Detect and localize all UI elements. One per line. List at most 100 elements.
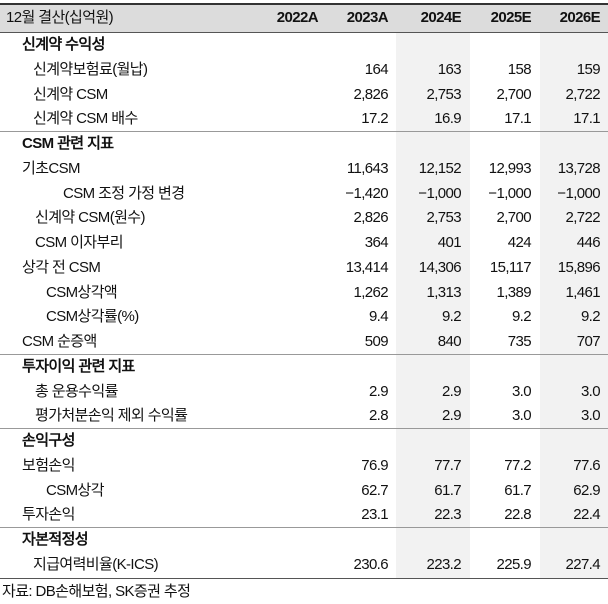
cell-value: 9.2 <box>441 308 462 326</box>
row-label: CSM상각 <box>46 481 105 499</box>
cell-value: 9.2 <box>511 308 532 326</box>
row-label: 투자손익 <box>22 506 75 524</box>
cell-value: 2.9 <box>441 407 462 425</box>
section-rule <box>0 527 608 529</box>
cell-value: 22.3 <box>434 506 461 524</box>
cell-value: 424 <box>507 234 532 252</box>
cell-value: 17.2 <box>361 110 388 128</box>
cell-value: 13,728 <box>557 159 601 177</box>
cell-value: 158 <box>507 60 532 78</box>
cell-value: 401 <box>437 234 462 252</box>
cell-value: 1,389 <box>496 283 531 301</box>
cell-value: 77.2 <box>504 456 531 474</box>
cell-value: 13,414 <box>345 258 389 276</box>
cell-value: 1,313 <box>426 283 461 301</box>
cell-value: −1,000 <box>418 184 461 202</box>
cell-value: 707 <box>576 333 601 351</box>
column-header: 2025E <box>490 9 532 26</box>
cell-value: 3.0 <box>511 407 532 425</box>
section-title: 투자이익 관련 지표 <box>22 357 135 375</box>
cell-value: 2,826 <box>353 85 388 103</box>
top-rule <box>0 3 608 5</box>
cell-value: 3.0 <box>511 382 532 400</box>
cell-value: 364 <box>364 234 389 252</box>
row-label: 신계약보험료(월납) <box>33 60 148 78</box>
row-label: 신계약 CSM <box>33 85 108 103</box>
cell-value: 17.1 <box>504 110 531 128</box>
bottom-rule <box>0 578 608 579</box>
cell-value: 22.8 <box>504 506 531 524</box>
cell-value: −1,420 <box>345 184 388 202</box>
source-note: 자료: DB손해보험, SK증권 추정 <box>2 583 191 600</box>
section-title: CSM 관련 지표 <box>22 135 114 153</box>
cell-value: −1,000 <box>557 184 600 202</box>
cell-value: 2,722 <box>565 85 600 103</box>
cell-value: 225.9 <box>496 555 531 573</box>
row-label: 총 운용수익률 <box>35 382 118 400</box>
cell-value: 22.4 <box>573 506 600 524</box>
column-header: 2022A <box>276 9 319 26</box>
cell-value: 1,262 <box>353 283 388 301</box>
row-label: CSM 이자부리 <box>35 234 124 252</box>
cell-value: 76.9 <box>361 456 388 474</box>
cell-value: 2.8 <box>368 407 389 425</box>
cell-value: 11,643 <box>346 159 389 177</box>
table-title: 12월 결산(십억원) <box>6 9 114 26</box>
cell-value: 163 <box>437 60 462 78</box>
cell-value: 2,722 <box>565 209 600 227</box>
section-rule <box>0 353 608 355</box>
cell-value: 12,993 <box>488 159 532 177</box>
row-label: CSM 순증액 <box>22 333 97 351</box>
cell-value: 77.7 <box>434 456 461 474</box>
cell-value: 227.4 <box>565 555 600 573</box>
row-label: CSM상각률(%) <box>46 308 139 326</box>
cell-value: 840 <box>437 333 462 351</box>
cell-value: 3.0 <box>580 382 601 400</box>
row-label: 평가처분손익 제외 수익률 <box>35 407 188 425</box>
cell-value: 15,117 <box>489 258 532 276</box>
cell-value: 17.1 <box>573 110 600 128</box>
row-label: CSM 조정 가정 변경 <box>63 184 185 202</box>
cell-value: 2,753 <box>426 209 461 227</box>
row-label: 지급여력비율(K-ICS) <box>33 555 159 573</box>
cell-value: 164 <box>364 60 389 78</box>
cell-value: 9.4 <box>368 308 389 326</box>
cell-value: 2,700 <box>496 85 531 103</box>
shade-col <box>396 32 470 578</box>
shade-col <box>540 32 608 578</box>
cell-value: 77.6 <box>573 456 600 474</box>
column-header: 2026E <box>559 9 601 26</box>
header-bg <box>0 4 608 32</box>
cell-value: 15,896 <box>557 258 601 276</box>
header-rule <box>0 32 608 33</box>
cell-value: 2.9 <box>368 382 389 400</box>
cell-value: −1,000 <box>488 184 531 202</box>
cell-value: 509 <box>364 333 389 351</box>
cell-value: 62.7 <box>361 481 388 499</box>
cell-value: 9.2 <box>580 308 601 326</box>
row-label: 보험손익 <box>22 456 75 474</box>
cell-value: 16.9 <box>434 110 461 128</box>
cell-value: 159 <box>576 60 601 78</box>
cell-value: 1,461 <box>565 283 600 301</box>
cell-value: 2.9 <box>441 382 462 400</box>
cell-value: 12,152 <box>418 159 462 177</box>
cell-value: 23.1 <box>361 506 388 524</box>
section-title: 자본적정성 <box>22 531 89 549</box>
section-rule <box>0 428 608 430</box>
cell-value: 61.7 <box>434 481 461 499</box>
row-label: 신계약 CSM 배수 <box>33 110 138 128</box>
cell-value: 3.0 <box>580 407 601 425</box>
row-label: 상각 전 CSM <box>22 258 101 276</box>
section-title: 손익구성 <box>22 432 75 450</box>
section-rule <box>0 131 608 133</box>
column-header: 2023A <box>346 9 389 26</box>
row-label: CSM상각액 <box>46 283 118 301</box>
cell-value: 446 <box>576 234 601 252</box>
cell-value: 14,306 <box>418 258 462 276</box>
column-header: 2024E <box>420 9 462 26</box>
cell-value: 2,753 <box>426 85 461 103</box>
row-label: 신계약 CSM(원수) <box>35 209 146 227</box>
cell-value: 230.6 <box>353 555 388 573</box>
